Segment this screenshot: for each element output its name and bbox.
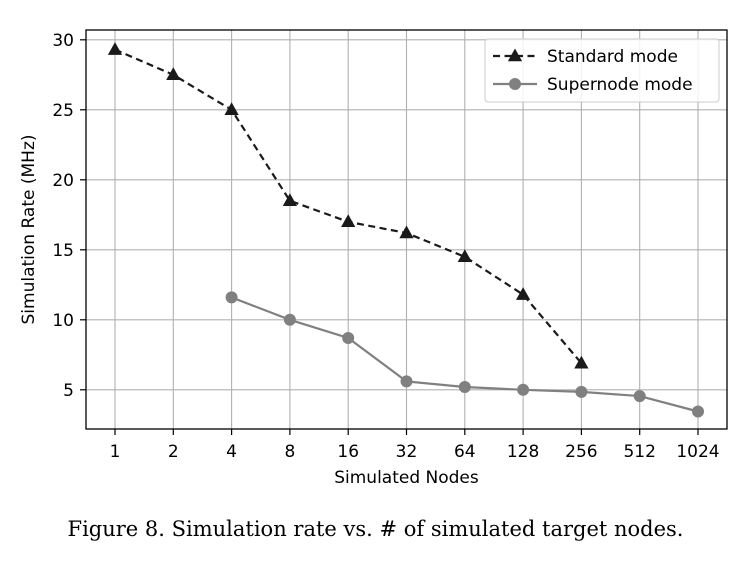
data-point <box>574 355 589 369</box>
legend: Standard mode Supernode mode <box>484 38 720 103</box>
legend-box <box>484 38 720 103</box>
data-point <box>282 193 298 207</box>
data-point <box>283 313 296 326</box>
legend-item: Standard mode <box>493 47 678 67</box>
y-tick-label: 25 <box>52 101 74 121</box>
data-point <box>575 385 588 398</box>
data-point <box>166 67 181 81</box>
x-tick-label: 128 <box>507 442 539 462</box>
x-tick-label: 1 <box>110 442 121 462</box>
data-point <box>458 381 471 393</box>
series-layer <box>107 42 704 418</box>
axes: 1 2 4 8 16 32 64 128 256 512 1024 5 10 15 20 25 30 <box>52 29 728 462</box>
data-point <box>341 214 356 228</box>
x-axis-label: Simulated Nodes <box>334 468 479 488</box>
data-point <box>342 332 355 344</box>
x-tick-label: 512 <box>623 442 655 462</box>
data-point <box>692 405 704 418</box>
y-axis-label: Simulation Rate (MHz) <box>19 135 39 325</box>
legend-marker <box>507 48 523 62</box>
data-point <box>399 225 414 239</box>
data-point <box>517 383 530 396</box>
y-tick-label: 15 <box>52 241 74 261</box>
data-point <box>225 291 238 304</box>
x-tick-label: 64 <box>454 442 476 462</box>
series-standard-mode <box>107 42 589 369</box>
data-point <box>224 102 239 116</box>
y-tick-label: 10 <box>52 311 74 331</box>
data-point <box>107 42 123 55</box>
data-point <box>633 390 646 403</box>
y-tick-label: 5 <box>63 381 74 401</box>
legend-item: Supernode mode <box>493 75 693 95</box>
figure-caption: Figure 8. Simulation rate vs. # of simul… <box>67 517 684 541</box>
data-point <box>400 375 413 388</box>
x-tick-label: 256 <box>565 442 597 462</box>
x-tick-label: 32 <box>396 442 418 462</box>
legend-marker <box>509 78 521 90</box>
x-tick-label: 8 <box>284 442 295 462</box>
x-tick-label: 16 <box>337 442 359 462</box>
x-tick-label: 4 <box>226 442 237 462</box>
y-tick-label: 20 <box>52 171 74 191</box>
data-point <box>515 287 531 300</box>
data-point <box>457 249 472 263</box>
chart: 1 2 4 8 16 32 64 128 256 512 1024 5 10 15 20 25 30 Stand… <box>19 29 728 488</box>
legend-label: Supernode mode <box>547 75 693 95</box>
legend-label: Standard mode <box>547 47 678 67</box>
y-tick-label: 30 <box>52 31 74 51</box>
series-supernode-mode <box>225 291 704 418</box>
x-tick-label: 1024 <box>676 442 719 462</box>
x-tick-label: 2 <box>168 442 179 462</box>
